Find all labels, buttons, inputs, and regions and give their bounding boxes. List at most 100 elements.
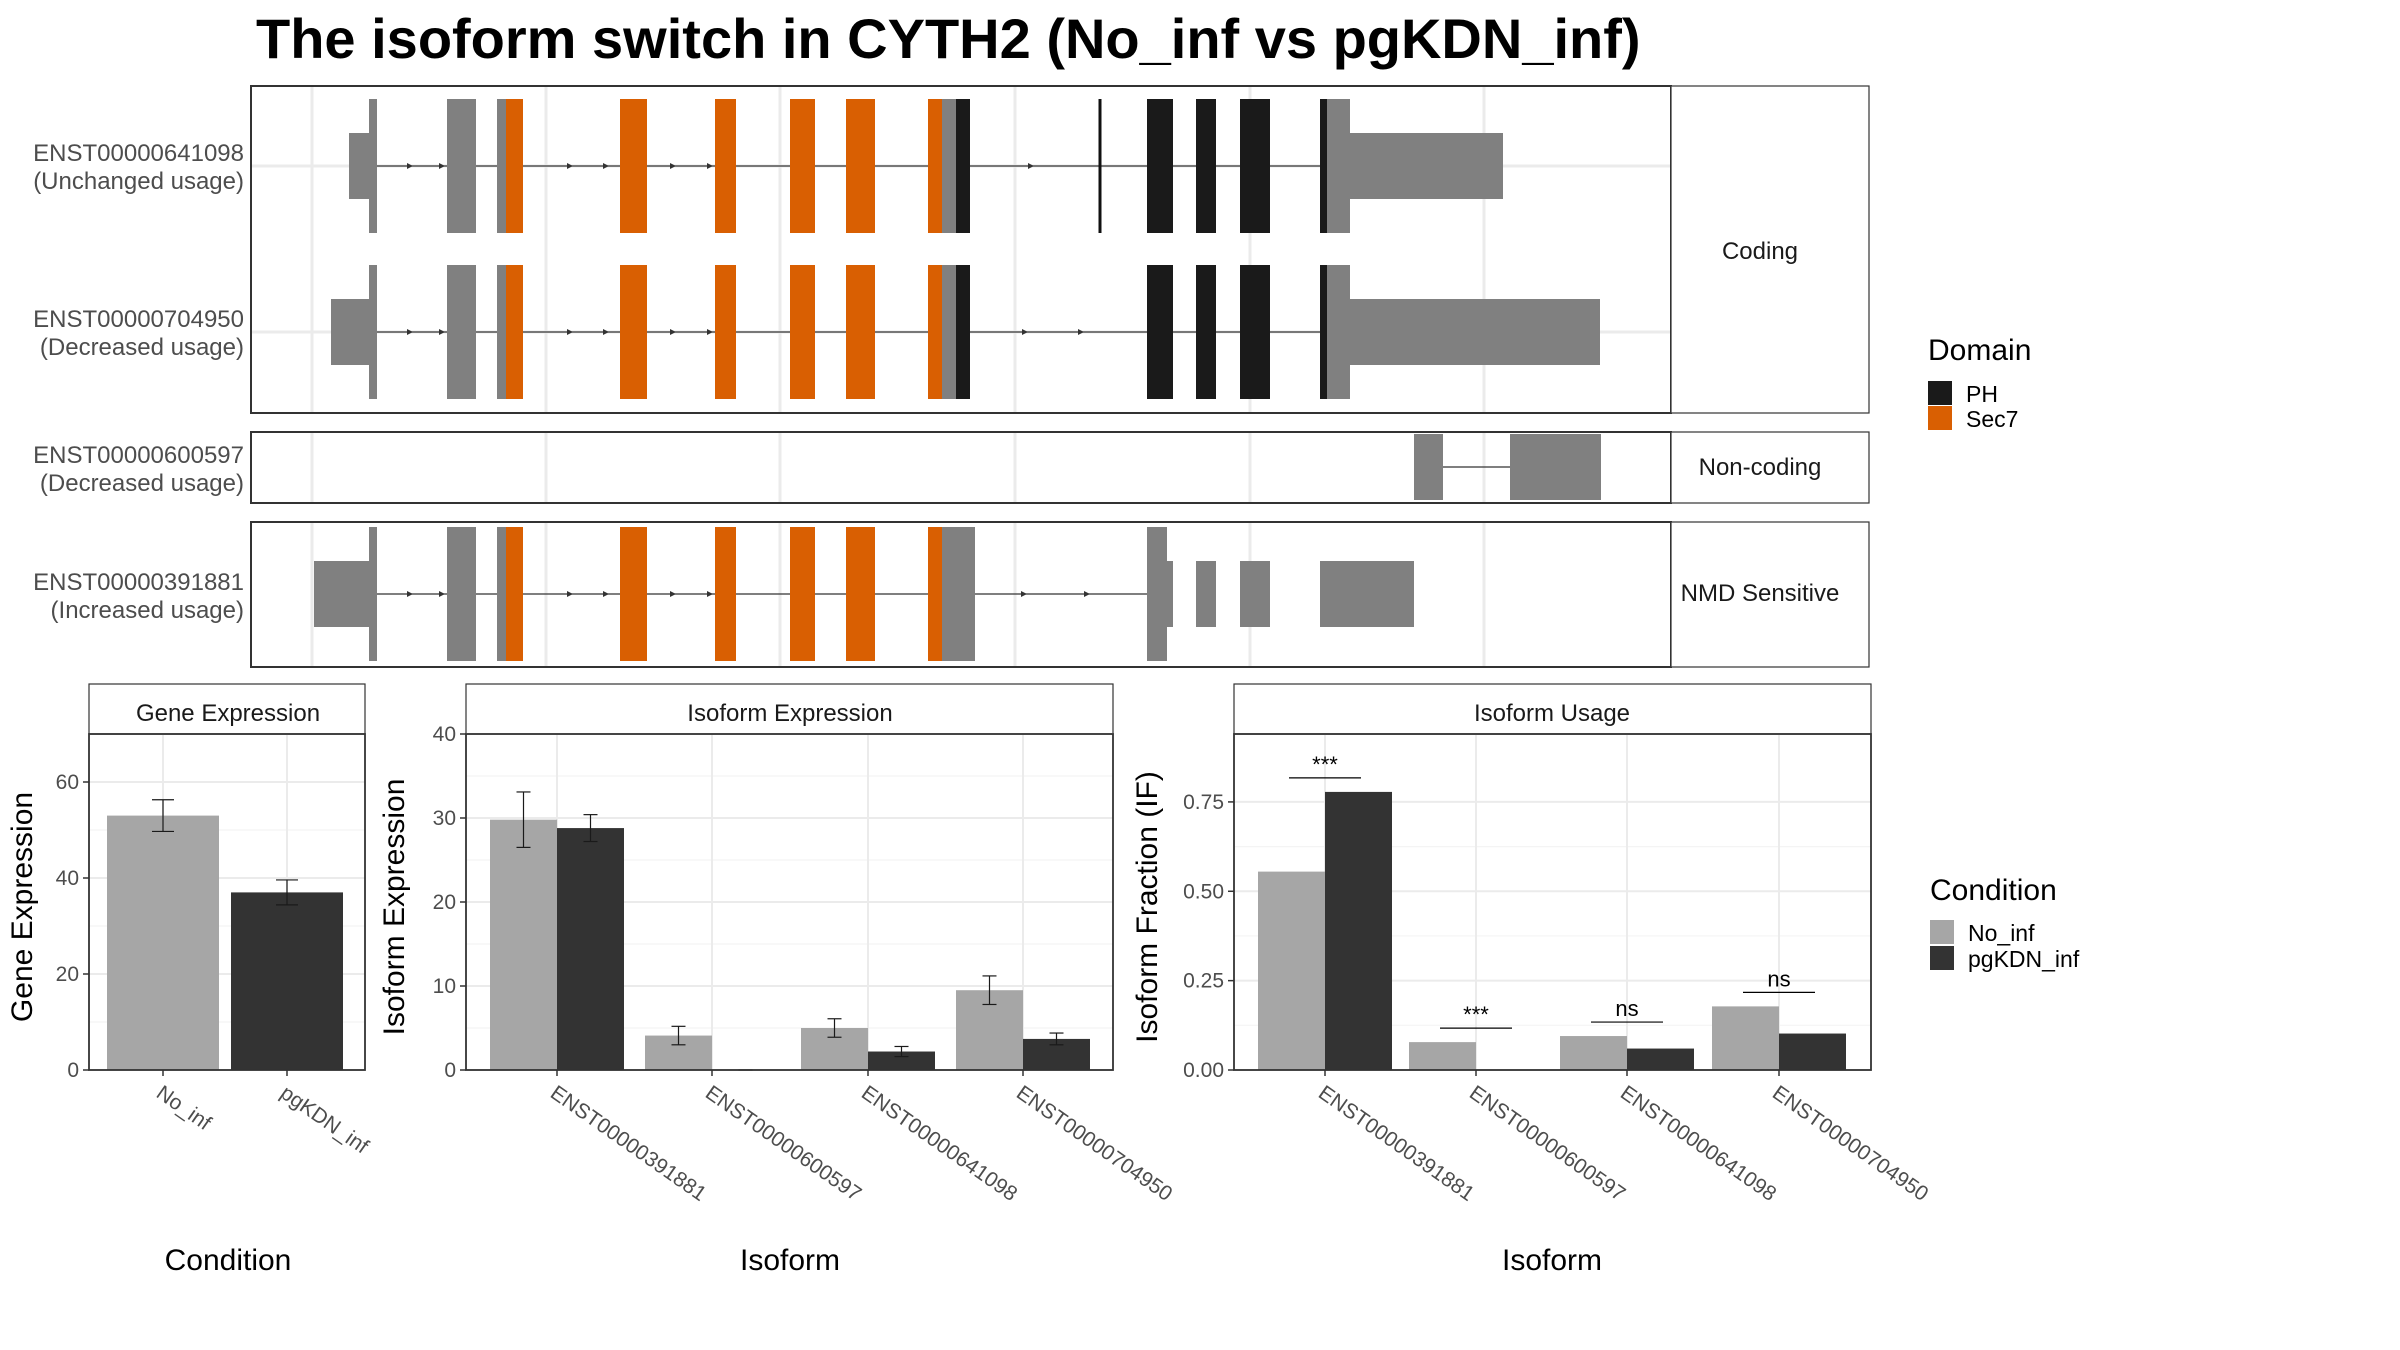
ph-exon bbox=[956, 265, 970, 399]
y-tick-label: 0.00 bbox=[1183, 1059, 1224, 1082]
sec7-exon bbox=[620, 527, 647, 661]
error-bar bbox=[276, 879, 298, 906]
ph-exon bbox=[1147, 99, 1173, 233]
utr-exon bbox=[1350, 133, 1503, 199]
y-tick-label: 0.50 bbox=[1183, 880, 1224, 903]
isoform-label-usage: (Decreased usage) bbox=[40, 334, 244, 361]
legend-key-no-inf bbox=[1930, 920, 1954, 944]
coding-exon bbox=[497, 265, 506, 399]
coding-exon bbox=[497, 527, 506, 661]
legend-key-pgkdn-inf bbox=[1930, 946, 1954, 970]
intron-arrow bbox=[567, 591, 573, 597]
y-tick-label: 0 bbox=[67, 1059, 79, 1082]
bars bbox=[490, 791, 1090, 1071]
isoform-label-id: ENST00000641098 bbox=[33, 140, 244, 167]
ph-exon bbox=[1147, 265, 1173, 399]
x-tick-label: No_inf bbox=[152, 1081, 215, 1135]
error-bar bbox=[827, 1018, 842, 1038]
intron-arrow bbox=[439, 329, 445, 335]
legend-label-no-inf: No_inf bbox=[1968, 920, 2035, 946]
isoform-track bbox=[331, 265, 1600, 399]
condition-legend-title: Condition bbox=[1930, 874, 2057, 907]
utr-exon bbox=[1240, 561, 1270, 627]
isoform-label-id: ENST00000600597 bbox=[33, 442, 244, 469]
isoform-track bbox=[314, 527, 1414, 661]
coding-exon bbox=[942, 527, 975, 661]
figure-title: The isoform switch in CYTH2 (No_inf vs p… bbox=[256, 7, 1641, 70]
y-tick-label: 0.75 bbox=[1183, 791, 1224, 814]
isoform-usage-panel: Isoform Usage Isoform Isoform Fraction (… bbox=[1131, 683, 1932, 1277]
condition-legend: Condition No_inf pgKDN_inf bbox=[1930, 874, 2080, 972]
error-bar bbox=[1049, 1032, 1064, 1046]
isoform-structure-panel: ENST00000641098 (Unchanged usage) ENST00… bbox=[33, 85, 1870, 668]
coding-exon bbox=[447, 527, 476, 661]
coding-exon bbox=[1147, 527, 1167, 661]
intron-arrow bbox=[670, 329, 676, 335]
intron-arrow bbox=[670, 163, 676, 169]
sec7-exon bbox=[620, 99, 647, 233]
coding-exon bbox=[369, 99, 377, 233]
bar-no-inf bbox=[1560, 1036, 1627, 1070]
y-tick-label: 30 bbox=[433, 807, 456, 830]
bar-pgkdn-inf bbox=[557, 828, 624, 1070]
panel-title: Isoform Expression bbox=[687, 700, 892, 727]
panel-title: Gene Expression bbox=[136, 700, 320, 727]
sec7-exon bbox=[715, 99, 736, 233]
ph-exon bbox=[956, 99, 970, 233]
panel-strip bbox=[465, 683, 1114, 735]
isoform-label-usage: (Increased usage) bbox=[51, 597, 244, 624]
utr-exon bbox=[1320, 561, 1414, 627]
bar-pgkdn-inf bbox=[868, 1051, 935, 1070]
intron-arrow bbox=[603, 163, 609, 169]
legend-label-ph: PH bbox=[1966, 381, 1998, 407]
y-axis-title: Isoform Expression bbox=[378, 779, 411, 1036]
isoform-track bbox=[1414, 434, 1601, 500]
sec7-exon bbox=[790, 527, 815, 661]
intron-arrow bbox=[1028, 163, 1034, 169]
error-bar bbox=[516, 791, 531, 849]
intron-arrow bbox=[1078, 329, 1084, 335]
ph-exon bbox=[1240, 99, 1270, 233]
strip-label-noncoding: Non-coding bbox=[1699, 454, 1822, 481]
x-axis-title: Isoform bbox=[1502, 1244, 1602, 1277]
utr-exon bbox=[1167, 561, 1173, 627]
isoform-label-usage: (Decreased usage) bbox=[40, 470, 244, 497]
strip-box bbox=[1670, 521, 1870, 668]
sec7-exon bbox=[928, 265, 942, 399]
x-tick-label: ENST00000391881 bbox=[1314, 1081, 1478, 1206]
x-tick-label: ENST00000641098 bbox=[1616, 1081, 1780, 1206]
x-tick-label: ENST00000704950 bbox=[1768, 1081, 1932, 1206]
error-bar bbox=[152, 799, 174, 833]
coding-exon bbox=[942, 265, 956, 399]
isoform-track bbox=[349, 99, 1503, 233]
intron-arrow bbox=[707, 329, 713, 335]
sec7-exon bbox=[846, 265, 875, 399]
domain-legend-title: Domain bbox=[1928, 334, 2031, 367]
bar-pgkdn-inf bbox=[1779, 1033, 1846, 1070]
sec7-exon bbox=[506, 99, 523, 233]
isoform-label-id: ENST00000391881 bbox=[33, 569, 244, 596]
x-tick-label: ENST00000641098 bbox=[857, 1081, 1021, 1206]
sec7-exon bbox=[846, 99, 875, 233]
ph-exon bbox=[1320, 265, 1327, 399]
noncoding-exon bbox=[1414, 434, 1443, 500]
intron-arrow bbox=[407, 163, 413, 169]
y-tick-label: 40 bbox=[433, 723, 456, 746]
panel-frame bbox=[1233, 733, 1872, 1071]
y-tick-label: 60 bbox=[56, 771, 79, 794]
sec7-exon bbox=[790, 99, 815, 233]
error-bar bbox=[894, 1045, 909, 1058]
error-bar bbox=[671, 1025, 686, 1046]
error-bar bbox=[583, 814, 598, 843]
bars bbox=[107, 799, 343, 1070]
significance-label: ns bbox=[1615, 996, 1638, 1021]
intron-arrow bbox=[407, 329, 413, 335]
sec7-exon bbox=[846, 527, 875, 661]
bar-no-inf bbox=[1409, 1042, 1476, 1070]
coding-exon bbox=[1327, 265, 1350, 399]
y-tick-label: 10 bbox=[433, 975, 456, 998]
y-tick-label: 0.25 bbox=[1183, 970, 1224, 993]
isoform-expression-panel: Isoform Expression Isoform Isoform Expre… bbox=[378, 683, 1176, 1277]
intron-arrow bbox=[670, 591, 676, 597]
bar-no-inf bbox=[1712, 1006, 1779, 1070]
